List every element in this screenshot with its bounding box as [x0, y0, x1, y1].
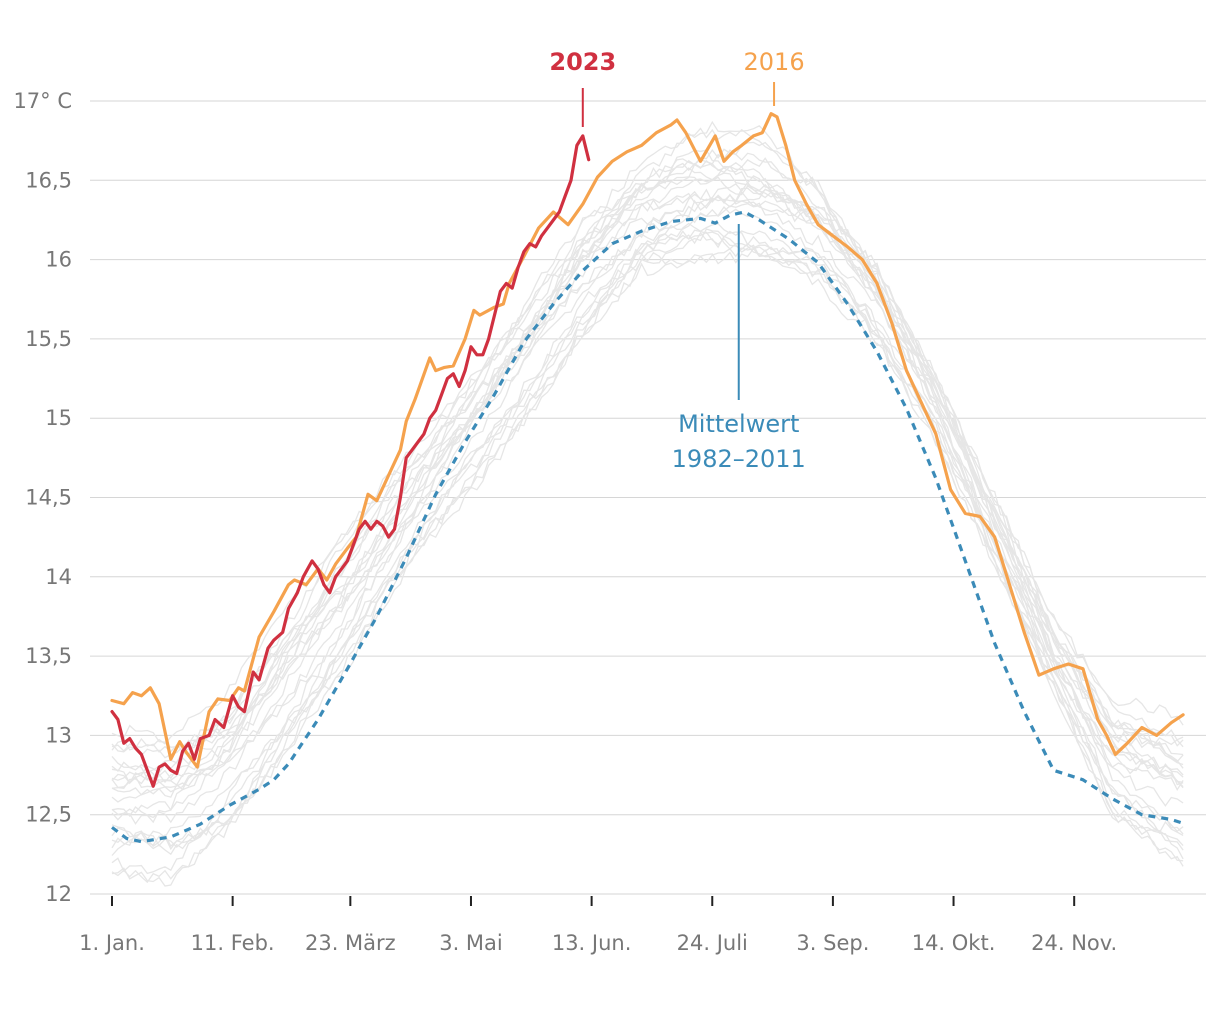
background-year-line	[111, 157, 1184, 784]
series-line-y2016	[110, 112, 1185, 769]
background-year-line	[111, 231, 1184, 887]
series-line-mean	[111, 210, 1187, 844]
background-year-line	[111, 230, 1184, 849]
y-tick-label: 13,5	[25, 644, 72, 668]
x-tick-label: 3. Mai	[439, 931, 503, 955]
series-line-y2023	[110, 134, 591, 788]
background-year-line	[111, 222, 1184, 848]
x-tick-label: 11. Feb.	[191, 931, 275, 955]
label-2023: 2023	[549, 48, 616, 76]
label-2016: 2016	[744, 48, 805, 76]
y-tick-label: 17° C	[13, 89, 72, 113]
y-tick-label: 15,5	[25, 327, 72, 351]
background-year-line	[111, 162, 1184, 796]
y-tick-label: 15	[45, 406, 72, 430]
y-tick-label: 14	[45, 565, 72, 589]
y-tick-label: 16,5	[25, 168, 72, 192]
x-tick-label: 3. Sep.	[796, 931, 869, 955]
background-year-line	[111, 141, 1184, 749]
background-year-line	[111, 188, 1184, 816]
background-year-line	[111, 187, 1184, 789]
x-axis: 1. Jan. 11. Feb. 23. März 3. Mai 13. Jun. 24.…	[79, 896, 1117, 955]
background-year-line	[111, 188, 1184, 825]
x-tick-label: 13. Jun.	[552, 931, 632, 955]
background-year-line	[111, 200, 1184, 803]
y-axis-labels: 12 12,5 13 13,5 14 14,5 15 15,5 16 16,5 17° C	[13, 89, 72, 906]
x-tick-label: 24. Nov.	[1031, 931, 1117, 955]
background-year-line	[111, 158, 1184, 753]
x-tick-label: 14. Okt.	[912, 931, 996, 955]
annotations: 2023 2016 Mittelwert 1982–2011	[549, 48, 805, 473]
background-year-line	[111, 149, 1184, 785]
y-tick-label: 13	[45, 723, 72, 747]
background-year-line	[111, 229, 1184, 875]
y-tick-label: 12	[45, 882, 72, 906]
x-tick-label: 1. Jan.	[79, 931, 145, 955]
background-year-line	[111, 246, 1184, 862]
x-tick-label: 23. März	[305, 931, 396, 955]
y-tick-label: 14,5	[25, 486, 72, 510]
background-year-line	[111, 181, 1184, 824]
label-mean-period: 1982–2011	[672, 445, 806, 473]
background-year-line	[111, 120, 1184, 752]
label-mean: Mittelwert	[678, 410, 799, 438]
y-tick-label: 12,5	[25, 803, 72, 827]
y-tick-label: 16	[45, 248, 72, 272]
background-year-line	[111, 228, 1184, 884]
x-tick-label: 24. Juli	[677, 931, 748, 955]
series-lines	[110, 112, 1187, 844]
background-year-line	[111, 192, 1184, 792]
background-years	[111, 120, 1184, 887]
background-year-line	[111, 127, 1184, 759]
